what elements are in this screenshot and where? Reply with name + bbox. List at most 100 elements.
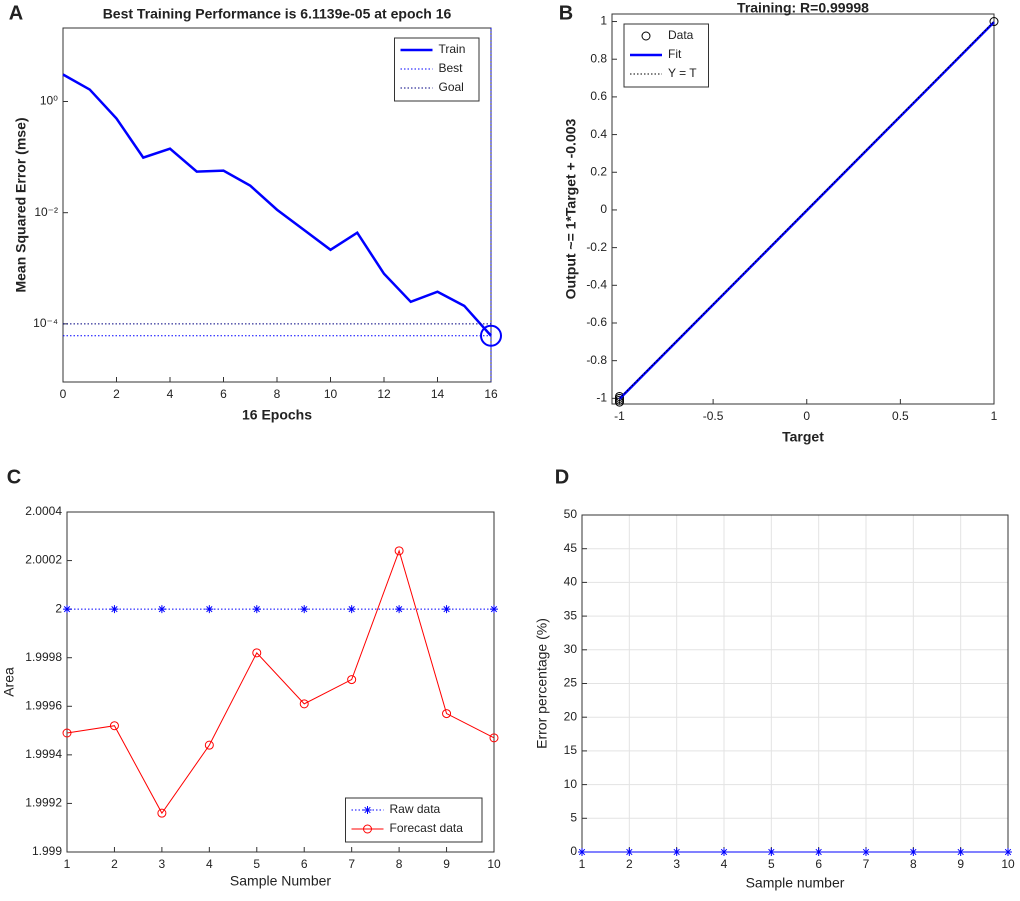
x-tick-label: 6 xyxy=(815,857,822,871)
star-marker xyxy=(157,605,166,614)
legend-box xyxy=(345,797,483,843)
y-tick-label: 0.2 xyxy=(590,164,607,178)
circle-marker xyxy=(299,699,309,709)
y-tick-label: 1.9992 xyxy=(25,796,62,810)
x-tick-label: 14 xyxy=(431,387,445,401)
y-tick-label: 2 xyxy=(55,601,62,615)
y-tick-label: 1.9994 xyxy=(25,747,62,761)
x-tick-label: 0 xyxy=(803,409,810,423)
y-tick-label: 1.999 xyxy=(32,844,62,858)
y-tick-label: 35 xyxy=(564,608,578,622)
circle-marker xyxy=(252,648,262,658)
y-tick-label: 30 xyxy=(564,642,578,656)
legend-swatch xyxy=(641,31,651,41)
best-marker xyxy=(480,324,502,347)
y-tick-label: 15 xyxy=(564,743,578,757)
y-tick-label: 0 xyxy=(600,202,607,216)
y-tick-label: 1.9996 xyxy=(25,698,62,712)
x-tick-label: 0 xyxy=(60,387,67,401)
star-marker xyxy=(625,848,634,856)
y-tick-label: 45 xyxy=(564,541,578,555)
y-tick-label: 2.0004 xyxy=(25,504,62,518)
y-tick-label: 1 xyxy=(600,14,607,28)
y-tick-label: 20 xyxy=(564,709,578,723)
series-line xyxy=(66,549,495,815)
x-tick-label: 1 xyxy=(991,409,998,423)
x-axis-label: Sample Number xyxy=(230,873,331,889)
star-marker xyxy=(347,605,356,614)
x-tick-label: 8 xyxy=(910,857,917,871)
star-marker xyxy=(300,605,309,614)
y-tick-label: 0.8 xyxy=(590,51,607,65)
y-axis-label: Area xyxy=(1,667,17,697)
plot-frame xyxy=(611,13,995,405)
star-marker xyxy=(252,605,261,614)
x-tick-label: 9 xyxy=(443,857,450,871)
y-tick-label: -0.2 xyxy=(586,240,607,254)
circle-marker xyxy=(489,733,499,743)
legend-label: Forecast data xyxy=(390,821,464,835)
y-tick-label: 10⁰ xyxy=(40,94,58,108)
y-tick-label: -0.4 xyxy=(586,277,607,291)
x-tick-label: 3 xyxy=(159,857,166,871)
x-tick-label: 16 xyxy=(484,387,498,401)
legend-label: Raw data xyxy=(390,802,441,816)
y-axis-label: Error percentage (%) xyxy=(534,618,550,749)
y-tick-label: -1 xyxy=(596,391,607,405)
x-tick-label: 2 xyxy=(113,387,120,401)
legend-label: Y = T xyxy=(668,66,697,80)
y-axis-label: Mean Squared Error (mse) xyxy=(13,117,29,292)
star-marker xyxy=(110,605,119,614)
x-axis-label: Target xyxy=(782,429,824,445)
x-tick-label: 4 xyxy=(721,857,728,871)
legend-box xyxy=(394,37,480,102)
y-tick-label: 0 xyxy=(570,844,577,858)
circle-marker xyxy=(989,17,999,27)
y-tick-label: 25 xyxy=(564,676,578,690)
star-marker xyxy=(490,605,498,614)
x-tick-label: 2 xyxy=(626,857,633,871)
chart-title: Training: R=0.99998 xyxy=(737,0,869,16)
panel-label: B xyxy=(559,2,573,24)
y-tick-label: 50 xyxy=(564,507,578,521)
x-tick-label: 7 xyxy=(348,857,355,871)
circle-marker xyxy=(347,675,357,685)
x-tick-label: 6 xyxy=(301,857,308,871)
legend-label: Best xyxy=(439,61,464,75)
star-marker xyxy=(395,605,404,614)
circle-marker xyxy=(109,721,119,731)
x-tick-label: 10 xyxy=(324,387,338,401)
star-marker xyxy=(767,848,776,856)
x-tick-label: 5 xyxy=(253,857,260,871)
star-marker xyxy=(442,605,451,614)
y-tick-label: 40 xyxy=(564,575,578,589)
x-axis-label: Sample number xyxy=(746,875,845,891)
star-marker xyxy=(909,848,918,856)
star-marker xyxy=(63,605,71,614)
x-tick-label: 12 xyxy=(377,387,391,401)
x-tick-label: 1 xyxy=(579,857,586,871)
y-tick-label: 1.9998 xyxy=(25,650,62,664)
legend-label: Data xyxy=(668,28,694,42)
x-tick-label: -1 xyxy=(614,409,625,423)
star-marker xyxy=(956,848,965,856)
x-tick-label: 2 xyxy=(111,857,118,871)
y-tick-label: 0.6 xyxy=(590,89,607,103)
y-tick-label: 10⁻² xyxy=(34,205,58,219)
y-tick-label: -0.8 xyxy=(586,353,607,367)
x-tick-label: 7 xyxy=(863,857,870,871)
x-tick-label: 4 xyxy=(167,387,174,401)
plot-area xyxy=(67,512,494,852)
plot-frame xyxy=(62,27,492,383)
panel-label: D xyxy=(555,466,569,488)
x-tick-label: 1 xyxy=(64,857,71,871)
x-tick-label: 8 xyxy=(396,857,403,871)
y-tick-label: 10 xyxy=(564,777,578,791)
legend-swatch xyxy=(363,824,372,834)
star-marker xyxy=(814,848,823,856)
star-marker xyxy=(1004,848,1012,856)
plot-frame xyxy=(66,511,495,853)
x-tick-label: 8 xyxy=(274,387,281,401)
x-tick-label: 0.5 xyxy=(892,409,909,423)
circle-marker xyxy=(442,709,452,719)
